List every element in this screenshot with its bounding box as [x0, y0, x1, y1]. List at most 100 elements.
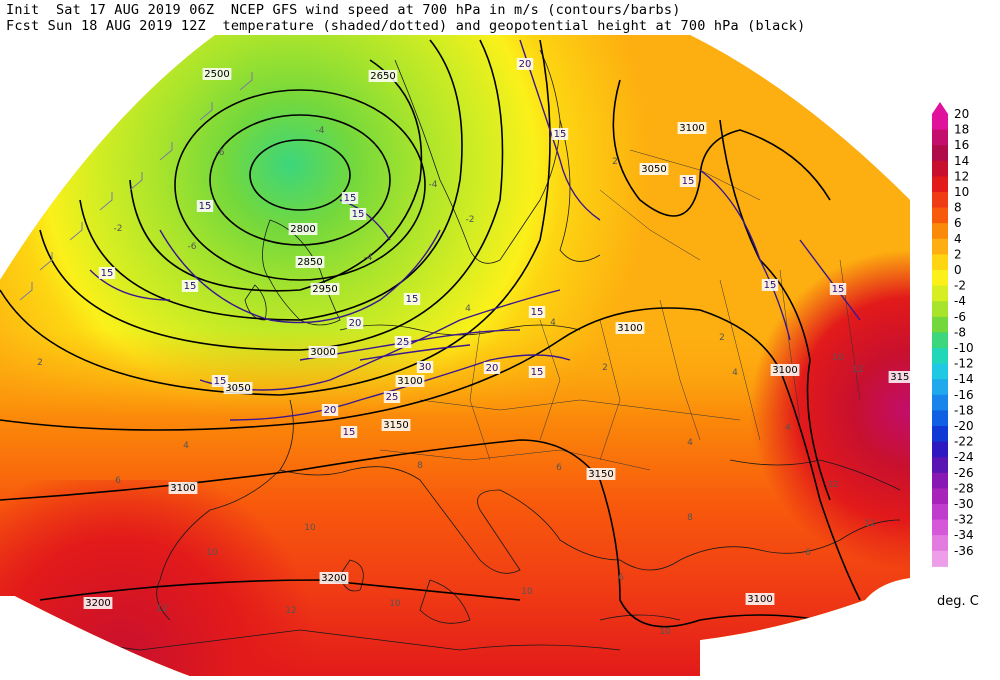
colorbar-tick-label: -14	[954, 372, 974, 386]
colorbar-swatch	[932, 129, 948, 146]
colorbar-tick-label: -20	[954, 419, 974, 433]
height-contour-label: 3200	[85, 598, 110, 609]
temperature-label: 4	[732, 368, 738, 378]
wind-speed-label: 25	[386, 392, 399, 403]
wind-speed-label: 15	[352, 209, 365, 220]
temperature-label: 6	[115, 476, 121, 486]
height-contour-label: 2950	[312, 284, 337, 295]
wind-speed-label: 15	[344, 193, 357, 204]
temperature-labels: -4 -4 -4 -6 -6 -2 -2 2 2 2 2 4 4 4 4 4 4 6 6 6 6 8 8 10 10 10 10 10…	[37, 126, 876, 637]
temperature-label: 8	[687, 513, 693, 523]
colorbar-swatch	[932, 238, 948, 255]
title-line-1: Init Sat 17 AUG 2019 06Z NCEP GFS wind s…	[6, 2, 681, 18]
height-contour-label: 3050	[225, 383, 250, 394]
colorbar-tick-label: -34	[954, 528, 974, 542]
wind-speed-label: 30	[419, 362, 432, 373]
temperature-shading-east	[600, 230, 910, 676]
wind-speed-label: 15	[531, 367, 544, 378]
colorbar-swatch	[932, 488, 948, 505]
temperature-label: 12	[852, 365, 863, 375]
temperature-label: 12	[827, 480, 838, 490]
colorbar-tick-label: 0	[954, 263, 962, 277]
height-contour-label: 3100	[617, 323, 642, 334]
height-contour-label: 3100	[170, 483, 195, 494]
colorbar-tick-label: 2	[954, 247, 962, 261]
colorbar-swatch	[932, 207, 948, 224]
height-contour-label: 3150	[588, 469, 613, 480]
height-contours	[0, 39, 861, 628]
wind-speed-label: 20	[519, 59, 532, 70]
colorbar-swatch	[932, 426, 948, 443]
height-contour-label: 2800	[290, 224, 315, 235]
colorbar-tick-label: 14	[954, 154, 969, 168]
colorbar-swatch	[932, 254, 948, 271]
colorbar-swatch	[932, 535, 948, 552]
colorbar-tick-label: 6	[954, 216, 962, 230]
height-contour-label: 2850	[297, 257, 322, 268]
colorbar-swatch	[932, 145, 948, 162]
temperature-label: 10	[659, 627, 671, 637]
temperature-label: 4	[465, 304, 471, 314]
wind-speed-label: 15	[199, 201, 212, 212]
colorbar-swatch	[932, 394, 948, 411]
colorbar-swatch	[932, 410, 948, 427]
colorbar-swatch	[932, 363, 948, 380]
wind-speed-label: 15	[101, 268, 114, 279]
temperature-label: 2	[37, 358, 43, 368]
colorbar-swatch	[932, 550, 948, 567]
temperature-label: 12	[285, 606, 296, 616]
colorbar-swatch	[932, 270, 948, 287]
colorbar-swatch	[932, 285, 948, 302]
temperature-label: -4	[364, 253, 373, 263]
wind-speed-label: 15	[406, 294, 419, 305]
temperature-colorbar: 20181614121086420-2-4-6-8-10-12-14-16-18…	[932, 102, 974, 567]
colorbar-swatch	[932, 504, 948, 521]
height-contour-label: 3000	[310, 347, 335, 358]
temperature-label: -6	[188, 242, 197, 252]
colorbar-swatch	[932, 114, 948, 131]
height-contour-label: 3100	[747, 594, 772, 605]
temperature-label: -4	[316, 126, 325, 136]
colorbar-tick-label: 4	[954, 232, 962, 246]
temperature-label: 2	[719, 333, 725, 343]
colorbar-swatch	[932, 441, 948, 458]
colorbar-tick-label: -32	[954, 513, 974, 527]
colorbar-swatch	[932, 457, 948, 474]
temperature-label: 4	[550, 318, 556, 328]
height-contour-label: 3150	[890, 372, 915, 383]
temperature-label: -6	[216, 148, 225, 158]
temperature-label: 2	[602, 363, 608, 373]
wind-barbs	[19, 72, 253, 301]
map-area: 2500 2650 2800 2850 2950 3000 3050 3050 3100 3100…	[0, 35, 915, 676]
height-contour-label: 2500	[204, 69, 229, 80]
wind-speed-label: 15	[343, 427, 356, 438]
height-contour-label: 2650	[370, 71, 395, 82]
colorbar-tick-label: -36	[954, 544, 974, 558]
colorbar-arrow	[932, 102, 948, 114]
colorbar-tick-label: 20	[954, 107, 969, 121]
temperature-label: 4	[687, 438, 693, 448]
temperature-label: 10	[521, 587, 533, 597]
wind-speed-label: 15	[554, 129, 567, 140]
wind-speed-label: 15	[832, 284, 845, 295]
wind-speed-label: 20	[349, 318, 362, 329]
colorbar-swatch	[932, 472, 948, 489]
temperature-label: -2	[114, 224, 123, 234]
colorbar-tick-label: 12	[954, 169, 969, 183]
colorbar-tick-label: -24	[954, 450, 974, 464]
colorbar-swatch	[932, 332, 948, 349]
colorbar-tick-label: -4	[954, 294, 966, 308]
wind-speed-label: 20	[486, 363, 499, 374]
colorbar-tick-label: -6	[954, 310, 966, 324]
colorbar-swatch	[932, 176, 948, 193]
wind-speed-label: 15	[682, 176, 695, 187]
height-contour-label: 3100	[679, 123, 704, 134]
temperature-label: 2	[612, 157, 618, 167]
colorbar-tick-label: -28	[954, 481, 974, 495]
wind-speed-label: 20	[324, 405, 337, 416]
colorbar-swatch	[932, 160, 948, 177]
colorbar-tick-label: -8	[954, 325, 966, 339]
colorbar-units: deg. C	[937, 594, 979, 609]
wind-speed-label: 25	[397, 337, 410, 348]
